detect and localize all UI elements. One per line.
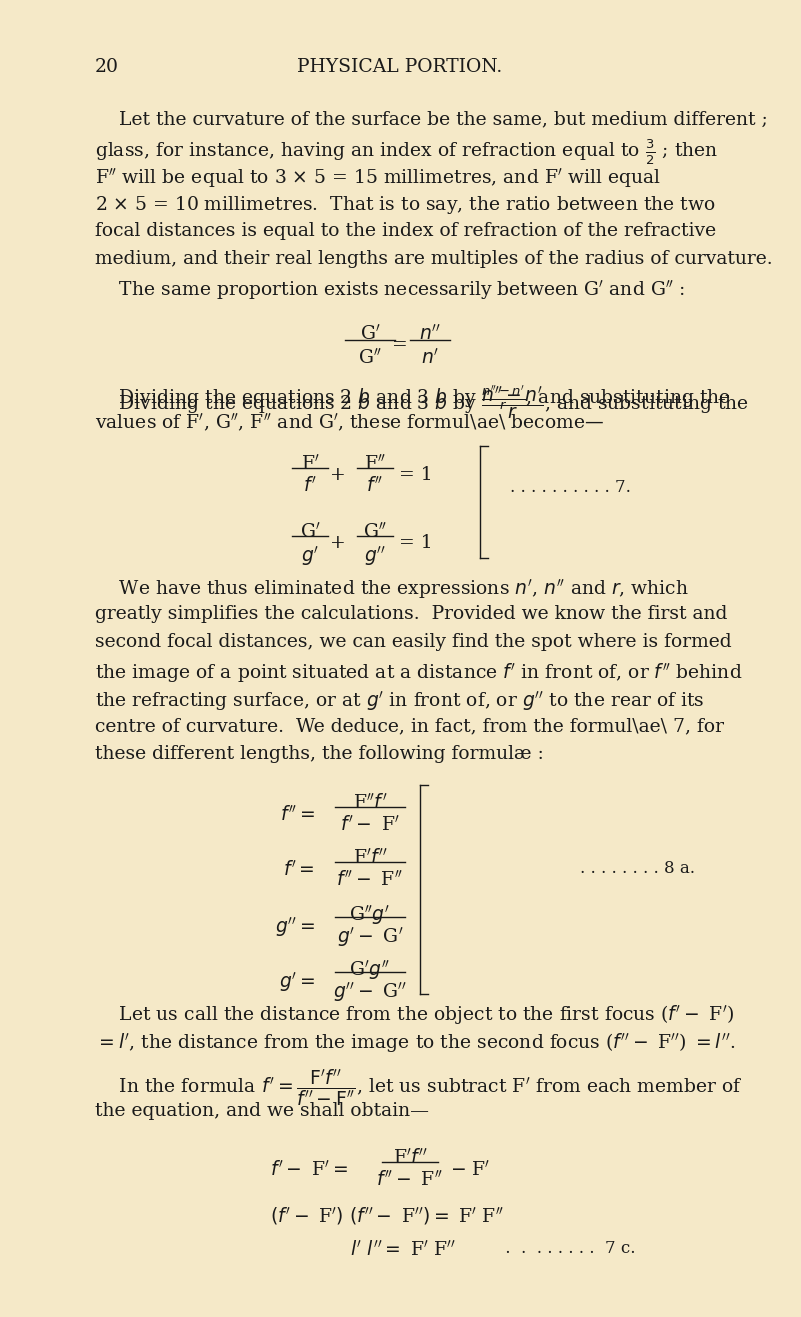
Text: $g'' -$ G$''$: $g'' -$ G$''$	[333, 980, 407, 1004]
Text: F$'f''$: F$'f''$	[392, 1148, 427, 1168]
Text: $g'' =$: $g'' =$	[275, 915, 315, 939]
Text: =: =	[392, 336, 408, 354]
Text: second focal distances, we can easily find the spot where is formed: second focal distances, we can easily fi…	[95, 633, 731, 651]
Text: $(f' -$ F$')$ $(f'' -$ F$'') =$ F$'$ F$''$: $(f' -$ F$')$ $(f'' -$ F$'') =$ F$'$ F$'…	[270, 1205, 504, 1227]
Text: F$''f'$: F$''f'$	[352, 793, 387, 813]
Text: $g' -$ G$'$: $g' -$ G$'$	[336, 925, 403, 950]
Text: 2 $\times$ 5 = 10 millimetres.  That is to say, the ratio between the two: 2 $\times$ 5 = 10 millimetres. That is t…	[95, 194, 715, 216]
Text: G$''$: G$''$	[363, 522, 387, 543]
Text: $g''$: $g''$	[364, 544, 386, 568]
Text: +: +	[330, 466, 346, 485]
Text: values of F$'$, G$''$, F$''$ and G$'$, these formul\ae\ become—: values of F$'$, G$''$, F$''$ and G$'$, t…	[95, 412, 604, 435]
Text: $f' -$ F$' =$: $f' -$ F$' =$	[270, 1160, 348, 1180]
Text: We have thus eliminated the expressions $n'$, $n''$ and $r$, which: We have thus eliminated the expressions …	[95, 577, 689, 601]
Text: = 1: = 1	[399, 466, 433, 485]
Text: $g' =$: $g' =$	[279, 971, 315, 994]
Text: Dividing the equations 2 $b$ and 3 $b$ by $\frac{n''-n'}{r}$, and substituting t: Dividing the equations 2 $b$ and 3 $b$ b…	[95, 385, 731, 412]
Text: 20: 20	[95, 58, 119, 76]
Text: centre of curvature.  We deduce, in fact, from the formul\ae\ 7, for: centre of curvature. We deduce, in fact,…	[95, 716, 724, 735]
Text: $f'$: $f'$	[304, 475, 316, 497]
Text: $l'$ $l'' =$ F$'$ F$''$: $l'$ $l'' =$ F$'$ F$''$	[350, 1241, 456, 1260]
Text: Let us call the distance from the object to the first focus ($f' -$ F$'$): Let us call the distance from the object…	[95, 1004, 735, 1027]
Text: Dividing the equations 2 $b$ and 3 $b$ by $\dfrac{n''-n'}{r}$, and substituting : Dividing the equations 2 $b$ and 3 $b$ b…	[95, 385, 749, 421]
Text: $f' -$ F$'$: $f' -$ F$'$	[340, 815, 400, 835]
Text: F$'$: F$'$	[300, 454, 320, 474]
Text: Let the curvature of the surface be the same, but medium different ;: Let the curvature of the surface be the …	[95, 111, 767, 128]
Text: G$''g'$: G$''g'$	[349, 903, 391, 927]
Text: The same proportion exists necessarily between G$'$ and G$''$ :: The same proportion exists necessarily b…	[95, 278, 686, 302]
Text: the equation, and we shall obtain—: the equation, and we shall obtain—	[95, 1102, 429, 1119]
Text: F$''$ will be equal to 3 $\times$ 5 = 15 millimetres, and F$'$ will equal: F$''$ will be equal to 3 $\times$ 5 = 15…	[95, 166, 661, 190]
Text: . . . . . . . . . . 7.: . . . . . . . . . . 7.	[510, 479, 631, 497]
Text: . . . . . . . . 8 a.: . . . . . . . . 8 a.	[580, 860, 695, 877]
Text: G$''$: G$''$	[358, 348, 382, 367]
Text: $f' =$: $f' =$	[284, 860, 315, 880]
Text: the refracting surface, or at $g'$ in front of, or $g''$ to the rear of its: the refracting surface, or at $g'$ in fr…	[95, 689, 705, 712]
Text: G$'$: G$'$	[360, 324, 380, 344]
Text: the image of a point situated at a distance $f'$ in front of, or $f''$ behind: the image of a point situated at a dista…	[95, 661, 743, 685]
Text: these different lengths, the following formulæ :: these different lengths, the following f…	[95, 745, 544, 763]
Text: $n''$: $n''$	[419, 324, 441, 344]
Text: $= l'$, the distance from the image to the second focus ($f'' -$ F$''$) $= l''$.: $= l'$, the distance from the image to t…	[95, 1031, 735, 1055]
Text: $f'' =$: $f'' =$	[280, 805, 315, 824]
Text: G$'$: G$'$	[300, 522, 320, 543]
Text: +: +	[330, 533, 346, 552]
Text: .  .  . . . . . .  7 c.: . . . . . . . . 7 c.	[500, 1241, 635, 1256]
Text: G$'g''$: G$'g''$	[349, 957, 391, 982]
Text: F$''$: F$''$	[364, 454, 386, 474]
Text: In the formula $f' = \dfrac{\mathrm{F}'f''}{f''-\mathrm{F}''}$, let us subtract : In the formula $f' = \dfrac{\mathrm{F}'f…	[95, 1068, 743, 1109]
Text: glass, for instance, having an index of refraction equal to $\frac{3}{2}$ ; then: glass, for instance, having an index of …	[95, 138, 718, 167]
Text: F$'f''$: F$'f''$	[352, 848, 387, 868]
Text: = 1: = 1	[399, 533, 433, 552]
Text: $f'' -$ F$''$: $f'' -$ F$''$	[336, 871, 404, 890]
Text: $g'$: $g'$	[301, 544, 319, 568]
Text: $f''$: $f''$	[366, 475, 384, 497]
Text: focal distances is equal to the index of refraction of the refractive: focal distances is equal to the index of…	[95, 223, 716, 240]
Text: $-$ F$'$: $-$ F$'$	[450, 1160, 490, 1180]
Text: $f'' -$ F$''$: $f'' -$ F$''$	[376, 1169, 444, 1191]
Text: greatly simplifies the calculations.  Provided we know the first and: greatly simplifies the calculations. Pro…	[95, 605, 727, 623]
Text: medium, and their real lengths are multiples of the radius of curvature.: medium, and their real lengths are multi…	[95, 250, 773, 267]
Text: PHYSICAL PORTION.: PHYSICAL PORTION.	[297, 58, 502, 76]
Text: $n'$: $n'$	[421, 348, 439, 367]
